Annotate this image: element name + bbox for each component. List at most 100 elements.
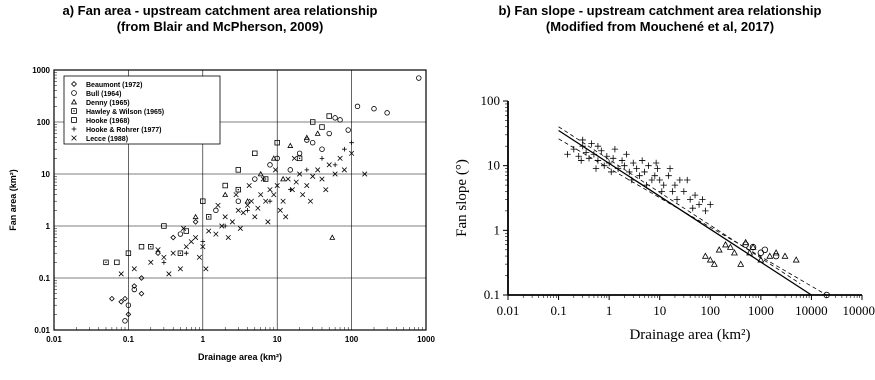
data-point: [213, 231, 219, 237]
panel-b-title-line2: (Modified from Mouchené et al, 2017): [545, 19, 775, 34]
x-tick-label: 1: [606, 303, 613, 318]
data-point: [180, 225, 187, 231]
data-point: [332, 115, 338, 121]
data-point: [660, 181, 667, 189]
legend-label: Beaumont (1972): [86, 82, 142, 89]
y-tick-label: 0.01: [34, 326, 50, 335]
data-point: [205, 214, 212, 220]
data-point: [170, 234, 177, 241]
x-tick-label: 1000: [417, 335, 435, 344]
data-point-box: [161, 223, 167, 229]
data-point: [585, 155, 593, 162]
legend-marker: [71, 117, 77, 123]
data-point: [601, 162, 608, 169]
data-point: [626, 168, 633, 176]
data-point-dot: [105, 261, 107, 264]
data-point: [131, 283, 138, 289]
data-point: [715, 246, 723, 253]
data-point: [200, 244, 206, 250]
data-point: [213, 207, 219, 214]
y-tick-label: 1000: [32, 66, 50, 75]
data-point-box: [309, 119, 316, 125]
x-tick-label: 10: [653, 303, 666, 318]
data-point: [349, 140, 354, 145]
data-point: [303, 134, 310, 140]
data-point-box: [125, 250, 132, 256]
data-point: [608, 168, 615, 176]
data-point: [648, 176, 656, 184]
data-point-dot: [179, 252, 182, 254]
legend-marker-box: [71, 117, 77, 123]
data-point-box: [177, 250, 184, 256]
data-point: [671, 181, 679, 189]
data-point: [636, 172, 643, 179]
data-point: [611, 145, 619, 153]
data-point-box: [200, 198, 206, 204]
data-point: [109, 295, 115, 302]
data-point: [349, 150, 355, 156]
data-point: [575, 153, 582, 160]
data-point: [701, 252, 709, 259]
data-point: [200, 198, 206, 204]
data-point: [337, 117, 343, 123]
data-point: [332, 171, 338, 177]
data-point: [310, 173, 316, 179]
data-point: [684, 176, 691, 184]
data-point: [652, 159, 660, 167]
data-point: [293, 179, 299, 185]
y-tick-label: 10: [41, 170, 50, 179]
data-point: [603, 153, 611, 160]
data-point-box: [319, 124, 325, 130]
data-point: [235, 167, 241, 173]
data-point: [689, 204, 696, 212]
x-axis-label: Drainage area (km²): [198, 352, 282, 362]
data-point: [792, 256, 800, 263]
data-point: [641, 168, 648, 176]
data-point-box: [274, 139, 280, 146]
data-point: [200, 239, 206, 244]
data-point: [248, 198, 254, 204]
data-point: [148, 259, 154, 265]
data-point: [188, 239, 194, 245]
data-point: [623, 151, 630, 158]
data-point: [177, 266, 183, 272]
x-tick-label: 0.01: [46, 335, 62, 344]
data-point: [235, 186, 241, 193]
data-point-box: [235, 186, 241, 193]
data-point: [237, 225, 243, 231]
y-axis-label: Fan slope (°): [454, 159, 470, 237]
data-point: [666, 165, 674, 172]
data-point: [155, 250, 161, 257]
data-point: [656, 176, 663, 184]
data-point: [654, 165, 661, 172]
data-point: [270, 155, 277, 161]
data-point: [707, 201, 714, 208]
panel-a-title-line1: a) Fan area - upstream catchment area re…: [62, 3, 378, 18]
chart-a: 0.01 0.1 1 10 100 1000 0.01 0.1 1 10 100 1000 Draina…: [8, 66, 435, 362]
panel-a-title-line2: (from Blair and McPherson, 2009): [116, 19, 324, 34]
data-point: [260, 176, 266, 182]
data-point: [222, 182, 228, 189]
data-point: [274, 182, 280, 189]
data-point: [285, 176, 291, 182]
data-point: [314, 130, 321, 136]
data-point: [609, 155, 617, 162]
data-point: [329, 234, 336, 240]
data-point: [287, 167, 294, 173]
data-point: [304, 182, 310, 189]
data-point: [291, 155, 297, 161]
data-point: [233, 192, 239, 198]
data-point: [590, 151, 598, 158]
data-point: [271, 192, 277, 198]
data-point: [605, 159, 613, 167]
data-point-box: [103, 259, 109, 266]
data-point: [161, 260, 167, 265]
data-point: [118, 298, 125, 305]
trend-line: [558, 129, 812, 296]
data-point: [125, 311, 132, 318]
data-point: [722, 241, 729, 248]
legend-marker-box: [71, 108, 77, 114]
data-point: [594, 157, 602, 164]
data-point: [564, 151, 571, 158]
